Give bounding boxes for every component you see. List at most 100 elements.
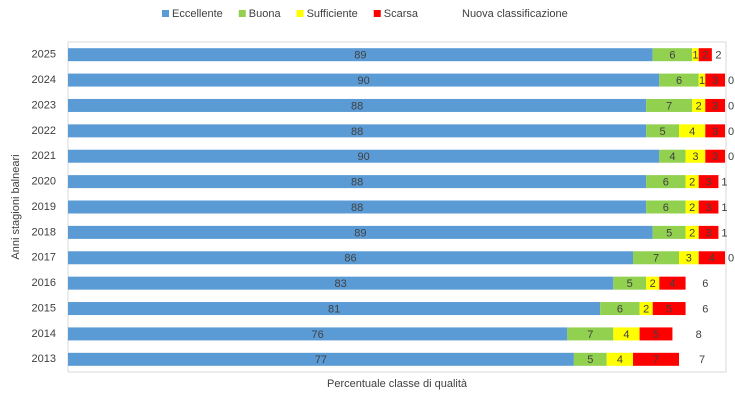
data-label: 4 [689,126,695,138]
bar-segment [600,302,640,316]
bar-segment [685,175,699,189]
data-label: 2 [702,50,708,62]
data-label: 3 [706,202,712,214]
data-label: 5 [666,303,672,315]
data-label: 2 [643,303,649,315]
data-label: 2 [696,100,702,112]
data-label: 6 [702,303,708,315]
data-label: 90 [358,151,370,163]
bar-segment [698,225,719,239]
data-label: 77 [315,354,327,366]
bar-segment [659,276,686,290]
data-label: 5 [666,227,672,239]
bar-segment [685,225,699,239]
data-label: 5 [627,278,633,290]
legend-label: Eccellente [172,8,223,20]
bar-segment [705,149,725,163]
y-tick-label: 2021 [32,150,56,162]
data-label: 6 [702,278,708,290]
data-label: 3 [686,253,692,265]
data-label: 90 [358,75,370,87]
data-label: 2 [689,202,695,214]
data-label: 1 [721,177,727,189]
legend-swatch [238,10,246,17]
data-label: 0 [728,253,734,265]
data-label: 6 [617,303,623,315]
data-label: 2 [689,177,695,189]
bar-segment [692,48,699,62]
data-label: 2 [715,50,721,62]
bar-segment [698,175,719,189]
data-label: 3 [712,126,718,138]
data-label: 6 [676,75,682,87]
bar-segment [679,124,706,138]
data-label: 4 [669,278,675,290]
legend-swatch [373,10,381,17]
data-label: 1 [692,50,698,62]
bar-segment [68,327,568,341]
y-tick-label: 2022 [32,125,56,137]
bar-segment [573,352,607,366]
y-tick-label: 2017 [32,252,56,264]
bar-segment [698,200,719,214]
bar-segment [705,73,725,87]
y-tick-label: 2014 [32,328,56,340]
y-tick-label: 2016 [32,277,56,289]
data-label: 88 [351,202,363,214]
data-label: 76 [312,329,324,341]
data-label: 6 [663,202,669,214]
bar-segment [646,124,680,138]
data-label: 8 [696,329,702,341]
data-label: 0 [728,100,734,112]
bar-segment [68,48,653,62]
bar-segment [68,200,647,214]
bar-segment [685,149,706,163]
data-label: 88 [351,100,363,112]
y-tick-label: 2023 [32,99,56,111]
legend-label: Buona [249,8,282,20]
data-label: 3 [706,227,712,239]
data-label: 81 [328,303,340,315]
data-label: 7 [653,253,659,265]
data-label: 5 [660,126,666,138]
bar-segment [659,73,699,87]
data-label: 1 [721,227,727,239]
bar-segment [652,48,693,62]
bar-segment [633,352,680,366]
bar-segment [68,225,653,239]
bar-segment [567,327,614,341]
bar-segment [679,251,699,265]
bar-segment [68,124,647,138]
y-tick-label: 2024 [32,74,56,86]
bar-segment [68,251,634,265]
bar-segment [639,302,653,316]
data-label: 4 [669,151,675,163]
bar-segment [646,98,693,112]
bar-segment [68,175,647,189]
data-label: 5 [653,329,659,341]
data-label: 4 [709,253,715,265]
bar-segment [659,149,686,163]
bar-segment [68,73,660,87]
bar-segment [698,48,712,62]
data-label: 0 [728,75,734,87]
y-tick-label: 2025 [32,49,56,61]
data-label: 88 [351,177,363,189]
data-label: 7 [587,329,593,341]
bar-segment [652,225,686,239]
bar-segment [633,251,680,265]
data-label: 83 [335,278,347,290]
legend-swatch [296,10,304,17]
data-label: 6 [669,50,675,62]
bar-segment [652,302,686,316]
bar-segment [68,302,601,316]
data-label: 89 [354,50,366,62]
bar-segment [705,124,725,138]
bar-segment [705,98,725,112]
bar-segment [613,276,647,290]
x-axis-title: Percentuale classe di qualità [327,378,468,390]
data-label: 2 [689,227,695,239]
y-tick-label: 2019 [32,201,56,213]
data-label: 89 [354,227,366,239]
y-tick-label: 2015 [32,302,56,314]
